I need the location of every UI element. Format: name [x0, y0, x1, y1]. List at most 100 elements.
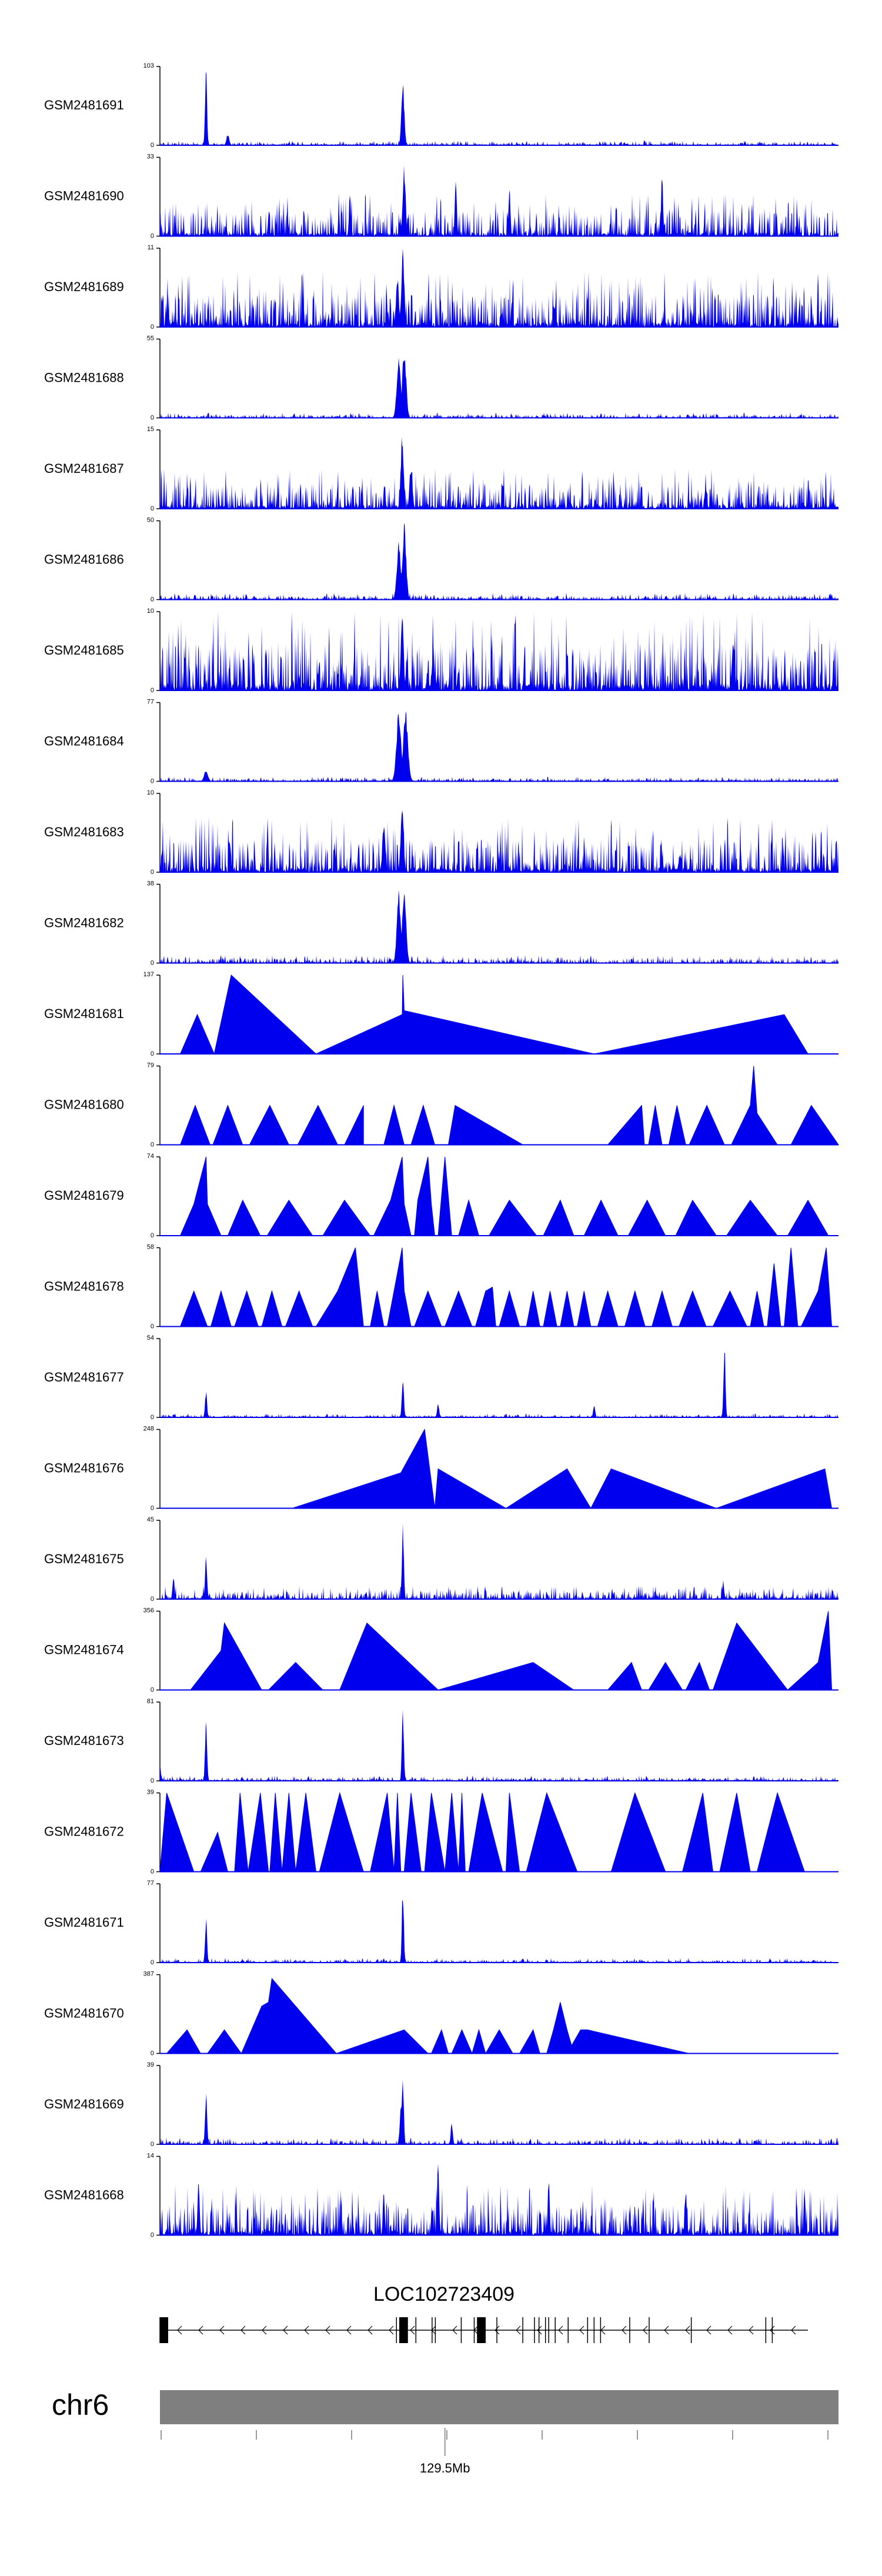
track-label: GSM2481683 — [44, 825, 124, 839]
y-tick-label-max: 10 — [147, 789, 154, 796]
track-GSM2481674: GSM2481674 356 0 — [44, 1607, 838, 1694]
signal-area — [160, 248, 838, 327]
track-GSM2481668: GSM2481668 14 0 — [44, 2153, 838, 2239]
strand-arrow-icon — [537, 2325, 542, 2335]
strand-arrow-icon — [791, 2325, 796, 2335]
y-tick-label-min: 0 — [151, 687, 154, 694]
y-tick-label-min: 0 — [151, 960, 154, 967]
strand-arrow-icon — [368, 2325, 373, 2335]
y-tick-label-min: 0 — [151, 1777, 154, 1784]
y-tick-label-max: 15 — [147, 426, 154, 433]
y-tick-label-max: 50 — [147, 517, 154, 524]
strand-arrow-icon — [240, 2325, 246, 2335]
strand-arrow-icon — [177, 2325, 182, 2335]
y-tick-label-min: 0 — [151, 869, 154, 876]
strand-arrow-icon — [749, 2325, 754, 2335]
y-tick-label-min: 0 — [151, 415, 154, 422]
y-tick-label-max: 10 — [147, 608, 154, 615]
y-tick-label-min: 0 — [151, 2141, 154, 2148]
strand-arrow-icon — [346, 2325, 352, 2335]
track-GSM2481682: GSM2481682 38 0 — [44, 880, 838, 967]
signal-area — [160, 436, 838, 509]
y-tick-label-max: 137 — [143, 971, 154, 978]
signal-area — [160, 71, 838, 145]
y-tick-label-min: 0 — [151, 1414, 154, 1421]
signal-area — [160, 1353, 838, 1417]
y-tick-label-min: 0 — [151, 1868, 154, 1876]
y-tick-label-max: 39 — [147, 1789, 154, 1796]
track-GSM2481677: GSM2481677 54 0 — [44, 1334, 838, 1421]
track-label: GSM2481675 — [44, 1551, 124, 1566]
track-label: GSM2481669 — [44, 2097, 124, 2111]
y-tick-label-max: 77 — [147, 699, 154, 706]
signal-area — [179, 1156, 829, 1236]
y-tick-label-min: 0 — [151, 505, 154, 512]
track-GSM2481686: GSM2481686 50 0 — [44, 517, 838, 603]
signal-area — [166, 1978, 690, 2054]
y-tick-label-max: 103 — [143, 62, 154, 69]
track-label: GSM2481688 — [44, 370, 124, 385]
track-label: GSM2481674 — [44, 1642, 124, 1657]
track-label: GSM2481677 — [44, 1370, 124, 1384]
chromosome-label: chr6 — [52, 2388, 109, 2421]
track-GSM2481678: GSM2481678 58 0 — [44, 1244, 838, 1330]
chromosome-track: chr6 129.5Mb — [52, 2388, 838, 2475]
strand-arrow-icon — [685, 2325, 690, 2335]
track-label: GSM2481681 — [44, 1006, 124, 1021]
y-tick-label-min: 0 — [151, 1050, 154, 1057]
y-tick-label-max: 356 — [143, 1607, 154, 1614]
y-tick-label-max: 33 — [147, 154, 154, 161]
signal-area — [179, 975, 808, 1055]
track-GSM2481689: GSM2481689 11 0 — [44, 244, 838, 331]
strand-arrow-icon — [219, 2325, 225, 2335]
track-label: GSM2481690 — [44, 188, 124, 203]
track-label: GSM2481680 — [44, 1097, 124, 1112]
signal-area — [179, 1066, 839, 1145]
genome-axis-label: 129.5Mb — [420, 2461, 470, 2475]
y-tick-label-min: 0 — [151, 323, 154, 331]
y-tick-label-min: 0 — [151, 142, 154, 149]
y-tick-label-max: 77 — [147, 1880, 154, 1887]
signal-area — [189, 1611, 833, 1691]
signal-area — [292, 1428, 833, 1509]
strand-arrow-icon — [262, 2325, 267, 2335]
track-label: GSM2481687 — [44, 461, 124, 476]
chromosome-ideogram — [160, 2390, 838, 2424]
y-tick-label-min: 0 — [151, 1959, 154, 1966]
strand-arrow-icon — [304, 2325, 309, 2335]
signal-area — [160, 1900, 831, 1963]
track-label: GSM2481668 — [44, 2187, 124, 2202]
strand-arrow-icon — [452, 2325, 457, 2335]
strand-arrow-icon — [727, 2325, 733, 2335]
y-tick-label-max: 38 — [147, 880, 154, 887]
track-GSM2481687: GSM2481687 15 0 — [44, 426, 838, 512]
track-GSM2481684: GSM2481684 77 0 — [44, 699, 838, 785]
strand-arrow-icon — [389, 2325, 394, 2335]
track-GSM2481672: GSM2481672 39 0 — [44, 1789, 838, 1876]
track-GSM2481673: GSM2481673 81 0 — [44, 1698, 838, 1784]
y-tick-label-max: 387 — [143, 1971, 154, 1978]
track-GSM2481681: GSM2481681 137 0 — [44, 971, 838, 1057]
signal-area — [160, 358, 838, 418]
track-GSM2481679: GSM2481679 74 0 — [44, 1153, 838, 1239]
y-tick-label-max: 45 — [147, 1516, 154, 1523]
track-GSM2481683: GSM2481683 10 0 — [44, 789, 838, 876]
track-label: GSM2481684 — [44, 733, 124, 748]
signal-area — [160, 523, 838, 600]
signal-area — [160, 2080, 838, 2144]
y-tick-label-max: 11 — [148, 244, 154, 251]
track-GSM2481691: GSM2481691 103 0 — [44, 62, 838, 149]
signal-area — [179, 1247, 833, 1327]
track-label: GSM2481670 — [44, 2006, 124, 2020]
track-GSM2481669: GSM2481669 39 0 — [44, 2061, 838, 2148]
track-label: GSM2481676 — [44, 1460, 124, 1475]
y-tick-label-min: 0 — [151, 1505, 154, 1512]
strand-arrow-icon — [706, 2325, 711, 2335]
track-GSM2481685: GSM2481685 10 0 — [44, 608, 838, 694]
strand-arrow-icon — [431, 2325, 436, 2335]
track-label: GSM2481673 — [44, 1733, 124, 1748]
track-GSM2481675: GSM2481675 45 0 — [44, 1516, 838, 1603]
gene-exon-thick — [399, 2317, 408, 2343]
y-tick-label-min: 0 — [151, 1232, 154, 1239]
